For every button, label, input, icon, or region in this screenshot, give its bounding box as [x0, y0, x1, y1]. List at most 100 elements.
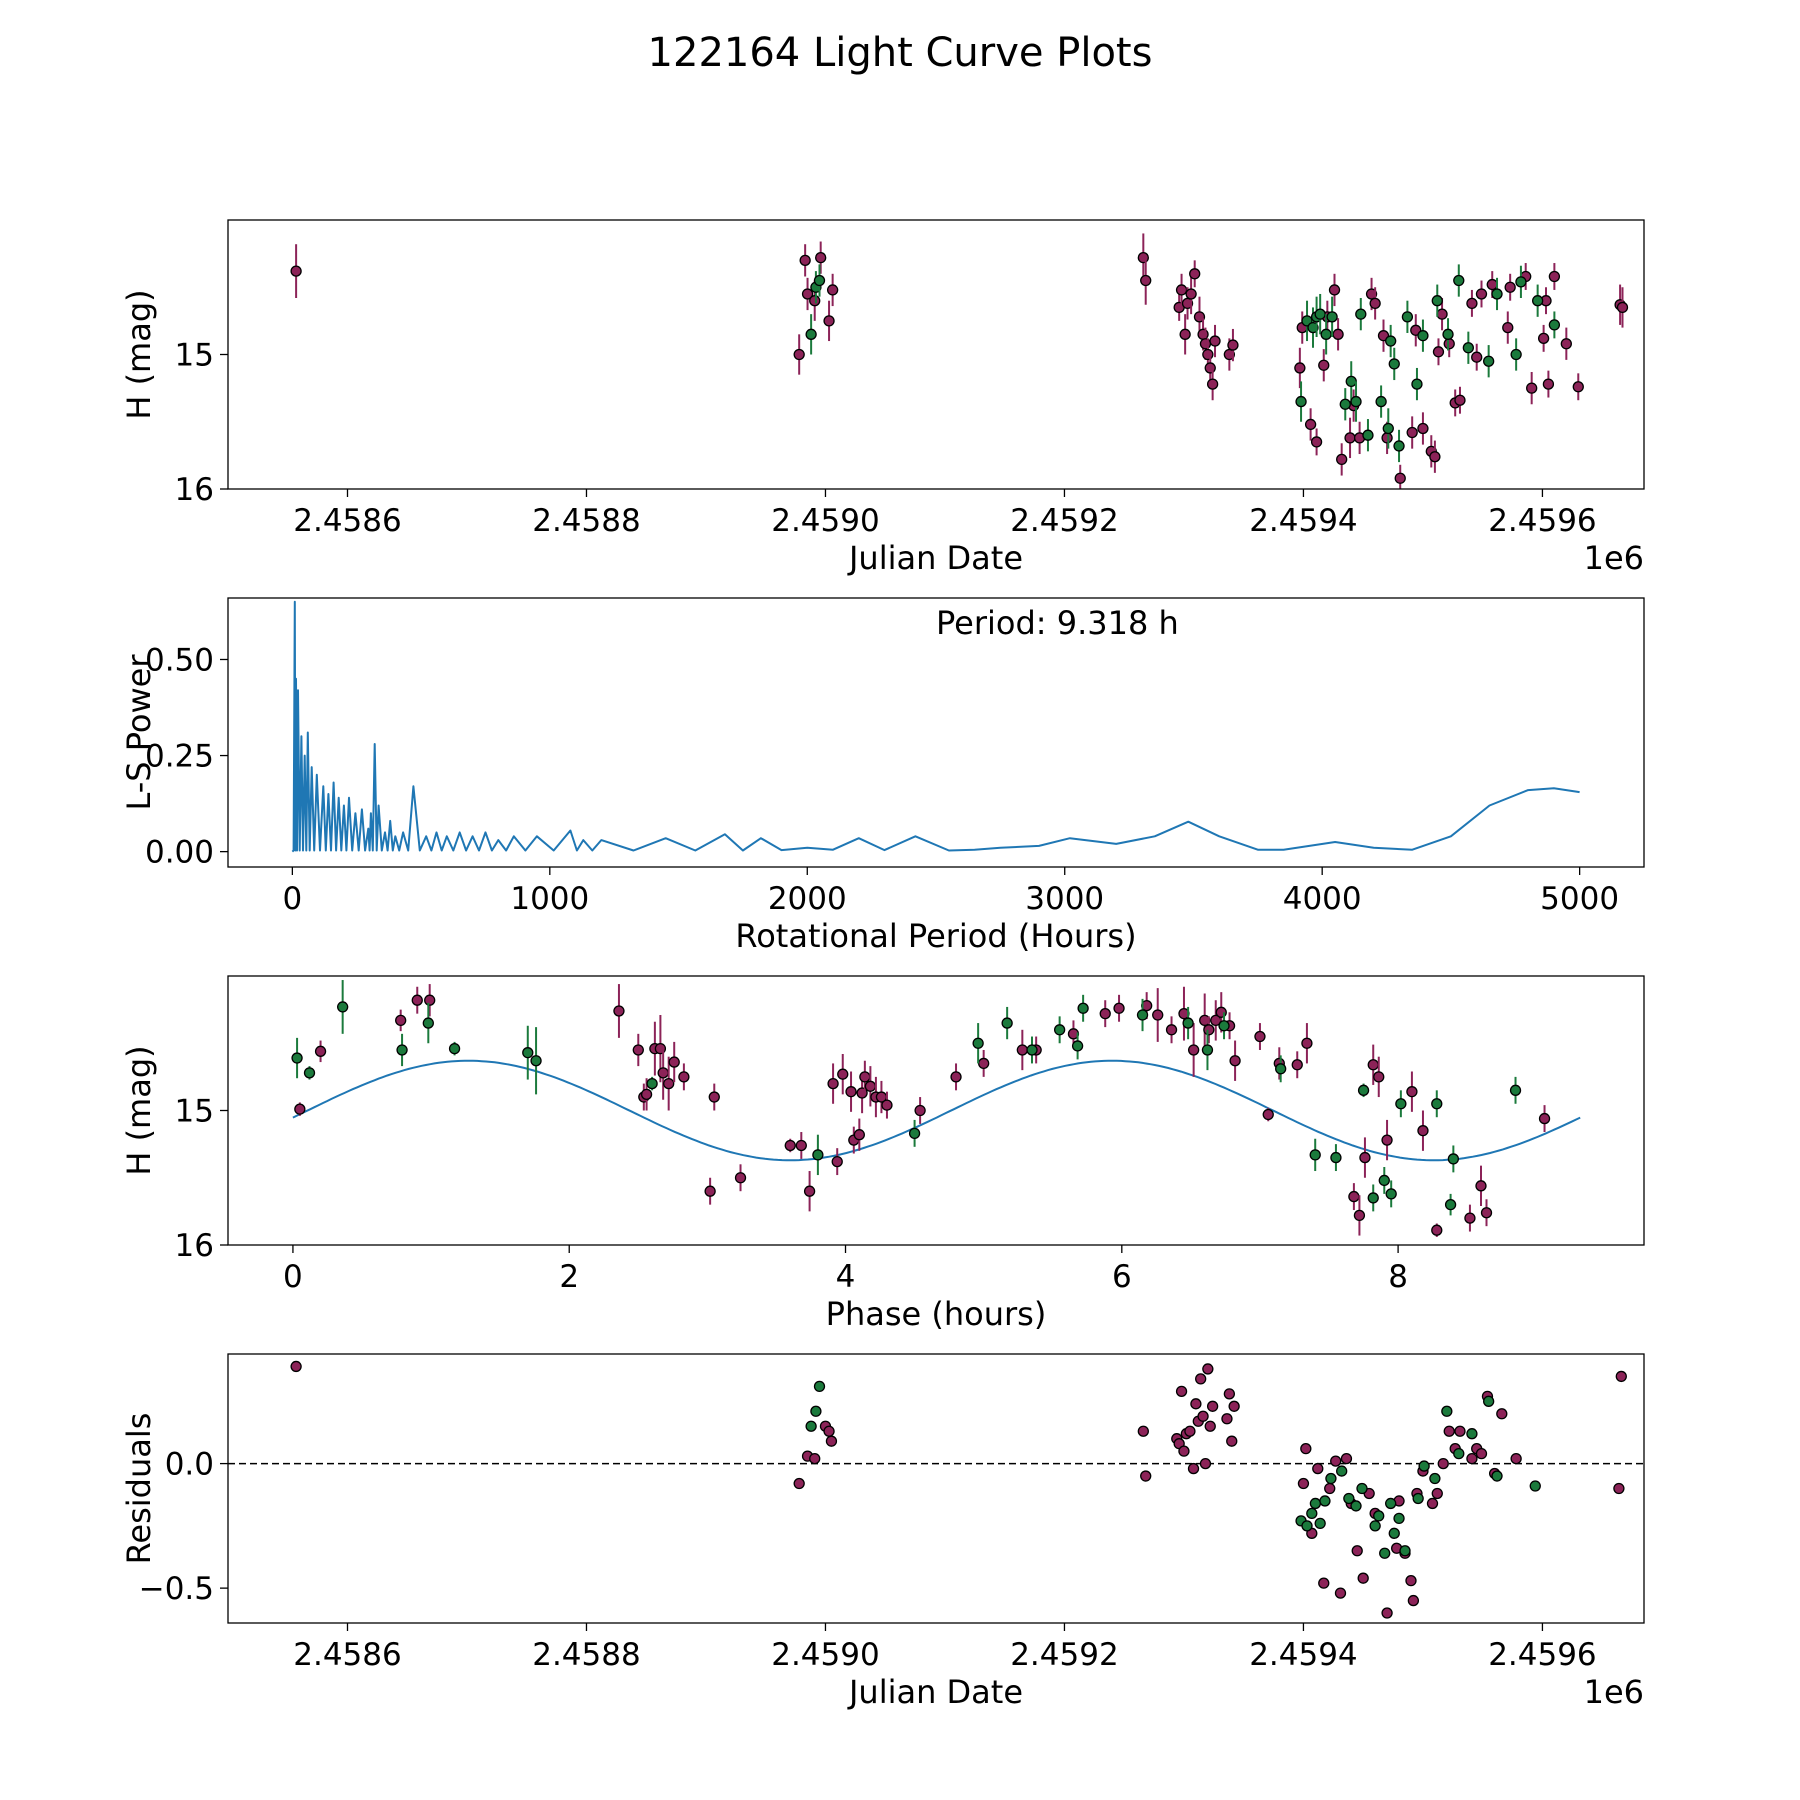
phased-point	[1378, 1174, 1390, 1187]
lightcurve-point	[1339, 398, 1351, 410]
lightcurve-point	[1355, 308, 1367, 320]
phased-point	[803, 1185, 816, 1197]
residuals-point	[1475, 1447, 1488, 1460]
lightcurve-point	[1471, 351, 1483, 363]
lightcurve-point	[826, 284, 839, 296]
phased-point	[1203, 1024, 1215, 1036]
lightcurve-point	[1362, 429, 1374, 441]
residuals-point	[1330, 1455, 1342, 1467]
residuals-point	[1399, 1545, 1411, 1557]
phased-point	[522, 1047, 534, 1059]
lightcurve-point	[1204, 362, 1216, 374]
phased-point	[411, 994, 423, 1006]
phased-point	[827, 1077, 839, 1090]
phased-point	[1152, 1009, 1164, 1021]
phased-point	[1201, 1044, 1214, 1056]
lightcurve-xtick-label: 2.4594	[1249, 503, 1357, 539]
residuals-point	[1324, 1482, 1336, 1495]
phased-point	[1016, 1044, 1028, 1056]
residuals-point	[1140, 1470, 1152, 1482]
residuals-point	[1350, 1500, 1362, 1512]
residuals-point	[1379, 1547, 1391, 1559]
lightcurve-point	[1227, 339, 1239, 351]
lightcurve-point	[1388, 358, 1400, 370]
lightcurve-point	[813, 274, 826, 287]
lightcurve-point	[1332, 328, 1344, 340]
lightcurve-point	[1466, 297, 1478, 310]
residuals-point	[1453, 1447, 1465, 1460]
residuals-point	[1221, 1413, 1233, 1425]
lightcurve-point	[1137, 252, 1149, 264]
periodogram-panel: 0 1000 2000 3000 4000 5000 0.00 0.25 0.50 Rotatio…	[120, 597, 1645, 955]
phased-point	[1218, 1020, 1230, 1032]
lightcurve-point	[1209, 335, 1221, 347]
residuals-panel: 2.4586 2.4588 2.4590 2.4592 2.4594 2.4596 0.0 −…	[120, 1353, 1645, 1711]
phased-point	[668, 1056, 680, 1068]
lightcurve-point	[1502, 321, 1514, 334]
phased-point	[908, 1127, 921, 1140]
lightcurve-point	[1181, 297, 1194, 310]
phased-xlabel: Phase (hours)	[826, 1295, 1047, 1333]
lightcurve-point	[1443, 338, 1455, 350]
phased-point	[1431, 1224, 1443, 1236]
lightcurve-point	[1175, 284, 1188, 296]
residuals-point	[823, 1425, 835, 1437]
phased-point	[704, 1185, 716, 1197]
lightcurve-point	[1429, 451, 1441, 463]
lightcurve-axes-frame	[227, 219, 1645, 490]
lightcurve-point	[1542, 378, 1555, 390]
residuals-point	[1466, 1452, 1478, 1465]
residuals-point	[1466, 1428, 1478, 1440]
residuals-point	[1318, 1577, 1330, 1589]
phased-point	[1431, 1098, 1443, 1110]
phased-point	[1464, 1212, 1476, 1224]
lightcurve-point	[1616, 301, 1629, 314]
lightcurve-point	[1140, 274, 1152, 287]
lightcurve-point	[1375, 395, 1387, 408]
phased-point	[1309, 1149, 1321, 1161]
phased-point	[914, 1104, 926, 1117]
phased-point	[1444, 1199, 1457, 1211]
lightcurve-point	[809, 295, 821, 307]
phased-plot-area	[291, 980, 1581, 1237]
lightcurve-point	[1462, 342, 1474, 354]
phased-point	[1165, 1024, 1178, 1036]
phased-point	[424, 994, 436, 1006]
periodogram-ylabel: L-S Power	[120, 654, 158, 811]
phased-ylabel: H (mag)	[120, 1045, 158, 1175]
lightcurve-point	[1223, 348, 1236, 361]
phased-point	[1359, 1151, 1371, 1164]
lightcurve-point	[1572, 381, 1584, 393]
phased-ytick-label: 15	[175, 1094, 214, 1130]
phased-point	[1348, 1190, 1360, 1203]
residuals-point	[1441, 1405, 1453, 1417]
lightcurve-point	[815, 252, 827, 264]
phased-point	[1480, 1207, 1493, 1219]
residuals-point	[1190, 1398, 1202, 1410]
phased-point	[1071, 1040, 1084, 1052]
residuals-point	[805, 1420, 817, 1432]
lightcurve-ylabel: H (mag)	[120, 289, 158, 419]
lightcurve-point	[1336, 453, 1348, 466]
lightcurve-point	[1193, 311, 1206, 323]
phased-point	[795, 1139, 807, 1152]
residuals-point	[1137, 1425, 1149, 1437]
residuals-point	[1312, 1462, 1324, 1475]
residuals-point	[1615, 1370, 1627, 1383]
residuals-point	[1226, 1435, 1238, 1447]
phased-xtick-label: 2	[559, 1259, 579, 1295]
lightcurve-point	[1381, 432, 1393, 444]
residuals-point	[1195, 1373, 1207, 1385]
phased-point	[632, 1044, 644, 1056]
phased-point	[1367, 1192, 1379, 1204]
phased-point	[1187, 1044, 1200, 1056]
phased-point	[1330, 1151, 1342, 1164]
residuals-point	[1309, 1497, 1322, 1510]
periodogram-period-annotation: Period: 9.318 h	[936, 604, 1179, 642]
periodogram-ytick-label: 0.25	[145, 739, 214, 775]
residuals-point	[1325, 1472, 1337, 1485]
lightcurve-point	[1294, 362, 1306, 374]
periodogram-xtick-label: 2000	[768, 881, 847, 917]
residuals-point	[809, 1452, 821, 1465]
